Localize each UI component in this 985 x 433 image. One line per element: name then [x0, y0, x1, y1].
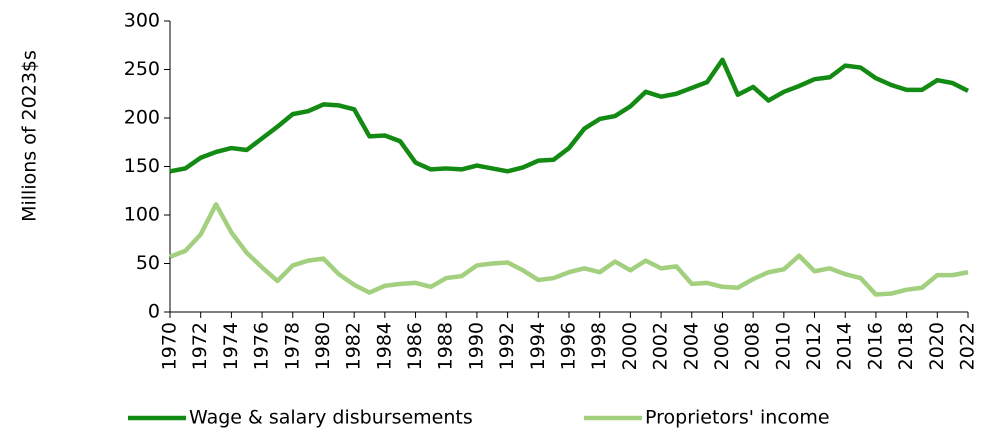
- x-tick-label: 1980: [312, 322, 334, 370]
- x-tick-label: 1990: [465, 322, 487, 370]
- legend-label: Proprietors' income: [645, 407, 830, 429]
- x-tick-label: 2018: [895, 322, 917, 370]
- x-tick-label: 1996: [558, 322, 580, 370]
- y-tick-label: 300: [124, 10, 160, 32]
- y-tick-label: 100: [124, 204, 160, 226]
- y-tick-label: 0: [148, 301, 160, 323]
- y-tick-label: 250: [124, 58, 160, 80]
- x-tick-label: 2010: [772, 322, 794, 370]
- x-tick-label: 1988: [435, 322, 457, 370]
- x-tick-label: 1978: [281, 322, 303, 370]
- x-tick-label: 2014: [834, 322, 856, 370]
- x-tick-label: 2022: [957, 322, 979, 370]
- x-tick-label: 2002: [650, 322, 672, 370]
- x-tick-label: 1998: [588, 322, 610, 370]
- legend-label: Wage & salary disbursements: [189, 407, 473, 429]
- x-tick-label: 1994: [527, 322, 549, 370]
- x-tick-label: 1984: [373, 322, 395, 370]
- y-tick-label: 150: [124, 155, 160, 177]
- x-tick-label: 2020: [926, 322, 948, 370]
- x-tick-label: 1992: [496, 322, 518, 370]
- y-tick-label: 50: [136, 252, 160, 274]
- x-tick-label: 1972: [189, 322, 211, 370]
- y-tick-label: 200: [124, 107, 160, 129]
- x-tick-label: 2008: [742, 322, 764, 370]
- x-tick-label: 2012: [803, 322, 825, 370]
- x-tick-label: 1970: [159, 322, 181, 370]
- x-tick-label: 2000: [619, 322, 641, 370]
- series-line: [169, 57, 970, 174]
- x-tick-label: 2006: [711, 322, 733, 370]
- x-tick-label: 1974: [220, 322, 242, 370]
- y-axis-label: Millions of 2023$s: [19, 50, 41, 222]
- x-tick-label: 1982: [343, 322, 365, 370]
- x-tick-label: 2004: [680, 322, 702, 370]
- series-line: [169, 202, 969, 297]
- x-tick-label: 1976: [251, 322, 273, 370]
- x-tick-label: 2016: [864, 322, 886, 370]
- x-tick-label: 1986: [404, 322, 426, 370]
